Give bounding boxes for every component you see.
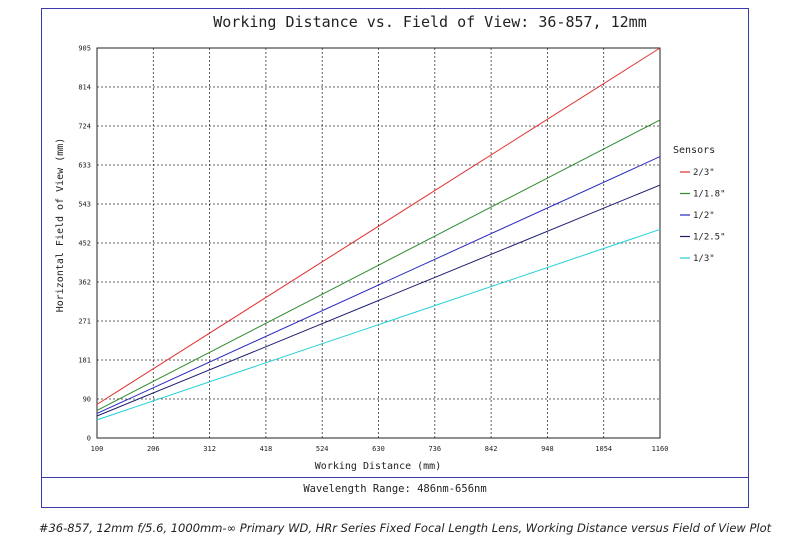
- series-line: [96, 47, 661, 405]
- wavelength-range: Wavelength Range: 486nm-656nm: [303, 483, 487, 495]
- legend-title: Sensors: [673, 145, 715, 156]
- figure-caption: #36-857, 12mm f/5.6, 1000mm-∞ Primary WD…: [38, 521, 772, 535]
- plot-area: [96, 47, 661, 439]
- y-tick-label: 452: [78, 240, 91, 248]
- x-tick-label: 100: [91, 445, 104, 453]
- legend: Sensors 2/3" 1/1.8" 1/2" 1/2.5" 1/3": [673, 145, 726, 264]
- series-line: [96, 156, 661, 414]
- legend-item-label: 2/3": [693, 168, 715, 178]
- y-tick-label: 633: [78, 162, 91, 170]
- legend-item-label: 1/3": [693, 254, 715, 264]
- x-tick-label: 842: [485, 445, 498, 453]
- x-tick-label: 1054: [595, 445, 612, 453]
- y-tick-label: 724: [78, 123, 91, 131]
- y-tick-label: 0: [87, 435, 91, 443]
- series-line: [96, 119, 661, 411]
- y-tick-label: 814: [78, 84, 91, 92]
- legend-item-label: 1/1.8": [693, 190, 726, 200]
- chart-title: Working Distance vs. Field of View: 36-8…: [213, 13, 646, 31]
- grid-lines: [97, 48, 660, 438]
- y-tick-label: 181: [78, 357, 91, 365]
- x-tick-label: 524: [316, 445, 329, 453]
- x-tick-label: 630: [372, 445, 385, 453]
- x-tick-labels: 100 206 312 418 524 630 736 842 948 1054 1160: [91, 445, 669, 453]
- x-tick-label: 736: [428, 445, 441, 453]
- series-line: [96, 228, 661, 421]
- series-lines: [96, 47, 661, 421]
- y-tick-label: 362: [78, 279, 91, 287]
- footer-divider: [41, 477, 749, 478]
- y-tick-label: 543: [78, 201, 91, 209]
- x-tick-label: 418: [260, 445, 273, 453]
- y-tick-label: 271: [78, 318, 91, 326]
- x-tick-label: 312: [203, 445, 216, 453]
- y-tick-labels: 0 90 181 271 362 452 543 633 724 814 905: [78, 45, 91, 443]
- legend-item-label: 1/2.5": [693, 233, 726, 243]
- x-axis-label: Working Distance (mm): [315, 461, 441, 472]
- x-tick-label: 948: [541, 445, 554, 453]
- chart-frame: [41, 8, 749, 508]
- y-tick-label: 905: [78, 45, 91, 53]
- x-tick-label: 206: [147, 445, 160, 453]
- series-line: [96, 184, 661, 417]
- legend-item-label: 1/2": [693, 211, 715, 221]
- y-axis-label: Horizontal Field of View (mm): [55, 138, 66, 313]
- y-tick-label: 90: [83, 396, 91, 404]
- x-tick-label: 1160: [652, 445, 669, 453]
